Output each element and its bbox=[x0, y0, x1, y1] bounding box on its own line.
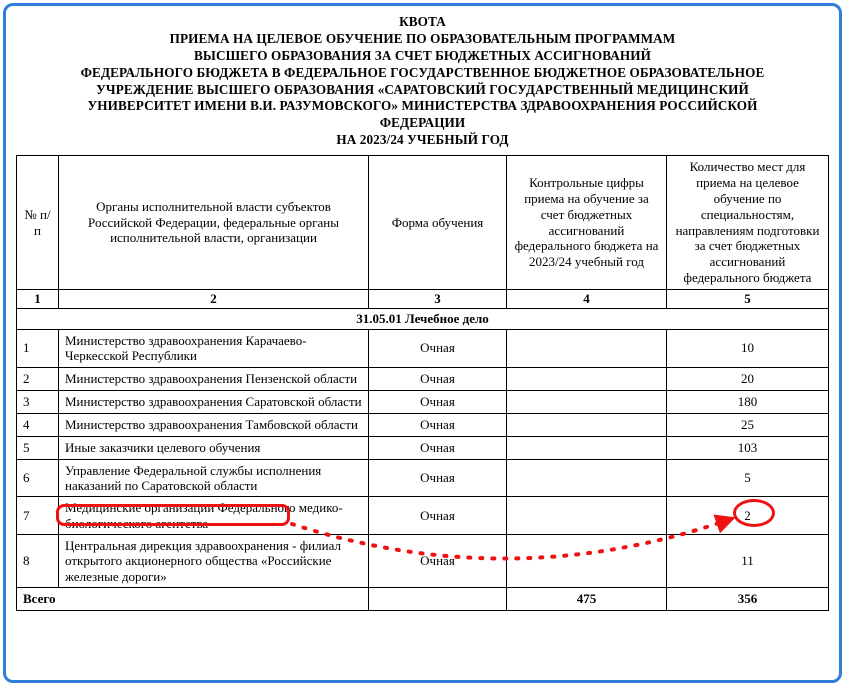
row-form: Очная bbox=[369, 330, 507, 368]
section-title: 31.05.01 Лечебное дело bbox=[17, 309, 829, 330]
row-form: Очная bbox=[369, 390, 507, 413]
row-v5: 25 bbox=[667, 413, 829, 436]
row-v5: 5 bbox=[667, 459, 829, 497]
column-number-row: 1 2 3 4 5 bbox=[17, 290, 829, 309]
row-number: 1 bbox=[17, 330, 59, 368]
row-v5: 20 bbox=[667, 367, 829, 390]
title-block: КВОТА ПРИЕМА НА ЦЕЛЕВОЕ ОБУЧЕНИЕ ПО ОБРА… bbox=[16, 14, 829, 155]
table-row: 3 Министерство здравоохранения Саратовск… bbox=[17, 390, 829, 413]
title-line-4: ФЕДЕРАЛЬНОГО БЮДЖЕТА В ФЕДЕРАЛЬНОЕ ГОСУД… bbox=[24, 65, 821, 82]
row-org: Медицинские организации Федерального мед… bbox=[59, 497, 369, 535]
title-line-1: КВОТА bbox=[24, 14, 821, 31]
row-form: Очная bbox=[369, 497, 507, 535]
table-row: 5 Иные заказчики целевого обучения Очная… bbox=[17, 436, 829, 459]
colnum-2: 2 bbox=[59, 290, 369, 309]
colnum-4: 4 bbox=[507, 290, 667, 309]
row-v4 bbox=[507, 390, 667, 413]
row-number: 3 bbox=[17, 390, 59, 413]
total-v5: 356 bbox=[667, 587, 829, 610]
row-form: Очная bbox=[369, 459, 507, 497]
row-v4 bbox=[507, 413, 667, 436]
row-number: 2 bbox=[17, 367, 59, 390]
header-col-4: Контрольные цифры приема на обучение за … bbox=[507, 156, 667, 290]
row-org: Министерство здравоохранения Саратовской… bbox=[59, 390, 369, 413]
table-row: 2 Министерство здравоохранения Пензенско… bbox=[17, 367, 829, 390]
title-line-3: ВЫСШЕГО ОБРАЗОВАНИЯ ЗА СЧЕТ БЮДЖЕТНЫХ АС… bbox=[24, 48, 821, 65]
total-label: Всего bbox=[17, 587, 369, 610]
row-number: 6 bbox=[17, 459, 59, 497]
header-row: № п/п Органы исполнительной власти субъе… bbox=[17, 156, 829, 290]
table-row: 6 Управление Федеральной службы исполнен… bbox=[17, 459, 829, 497]
row-org: Центральная дирекция здравоохранения - ф… bbox=[59, 534, 369, 587]
row-v4 bbox=[507, 497, 667, 535]
title-line-5: УЧРЕЖДЕНИЕ ВЫСШЕГО ОБРАЗОВАНИЯ «САРАТОВС… bbox=[24, 82, 821, 99]
colnum-5: 5 bbox=[667, 290, 829, 309]
row-number: 7 bbox=[17, 497, 59, 535]
header-col-3: Форма обучения bbox=[369, 156, 507, 290]
colnum-3: 3 bbox=[369, 290, 507, 309]
header-col-1: № п/п bbox=[17, 156, 59, 290]
total-row: Всего 475 356 bbox=[17, 587, 829, 610]
row-org: Министерство здравоохранения Пензенской … bbox=[59, 367, 369, 390]
row-v4 bbox=[507, 459, 667, 497]
row-form: Очная bbox=[369, 436, 507, 459]
section-row: 31.05.01 Лечебное дело bbox=[17, 309, 829, 330]
title-line-8: НА 2023/24 УЧЕБНЫЙ ГОД bbox=[24, 132, 821, 149]
row-v4 bbox=[507, 367, 667, 390]
title-line-6: УНИВЕРСИТЕТ ИМЕНИ В.И. РАЗУМОВСКОГО» МИН… bbox=[24, 98, 821, 115]
total-v4: 475 bbox=[507, 587, 667, 610]
row-v4 bbox=[507, 330, 667, 368]
row-v5: 2 bbox=[667, 497, 829, 535]
row-form: Очная bbox=[369, 413, 507, 436]
row-number: 4 bbox=[17, 413, 59, 436]
row-v5: 10 bbox=[667, 330, 829, 368]
title-line-7: ФЕДЕРАЦИИ bbox=[24, 115, 821, 132]
row-number: 5 bbox=[17, 436, 59, 459]
table-row: 7 Медицинские организации Федерального м… bbox=[17, 497, 829, 535]
row-number: 8 bbox=[17, 534, 59, 587]
document-frame: КВОТА ПРИЕМА НА ЦЕЛЕВОЕ ОБУЧЕНИЕ ПО ОБРА… bbox=[3, 3, 842, 683]
header-col-2: Органы исполнительной власти субъектов Р… bbox=[59, 156, 369, 290]
row-v5: 180 bbox=[667, 390, 829, 413]
row-org: Управление Федеральной службы исполнения… bbox=[59, 459, 369, 497]
row-form: Очная bbox=[369, 534, 507, 587]
quota-table: № п/п Органы исполнительной власти субъе… bbox=[16, 155, 829, 611]
colnum-1: 1 bbox=[17, 290, 59, 309]
row-org: Иные заказчики целевого обучения bbox=[59, 436, 369, 459]
table-row: 1 Министерство здравоохранения Карачаево… bbox=[17, 330, 829, 368]
row-form: Очная bbox=[369, 367, 507, 390]
row-org: Министерство здравоохранения Карачаево-Ч… bbox=[59, 330, 369, 368]
row-v4 bbox=[507, 534, 667, 587]
table-row: 8 Центральная дирекция здравоохранения -… bbox=[17, 534, 829, 587]
total-form bbox=[369, 587, 507, 610]
title-line-2: ПРИЕМА НА ЦЕЛЕВОЕ ОБУЧЕНИЕ ПО ОБРАЗОВАТЕ… bbox=[24, 31, 821, 48]
row-v5: 11 bbox=[667, 534, 829, 587]
row-v5: 103 bbox=[667, 436, 829, 459]
header-col-5: Количество мест для приема на целевое об… bbox=[667, 156, 829, 290]
row-v4 bbox=[507, 436, 667, 459]
row-org: Министерство здравоохранения Тамбовской … bbox=[59, 413, 369, 436]
table-row: 4 Министерство здравоохранения Тамбовско… bbox=[17, 413, 829, 436]
